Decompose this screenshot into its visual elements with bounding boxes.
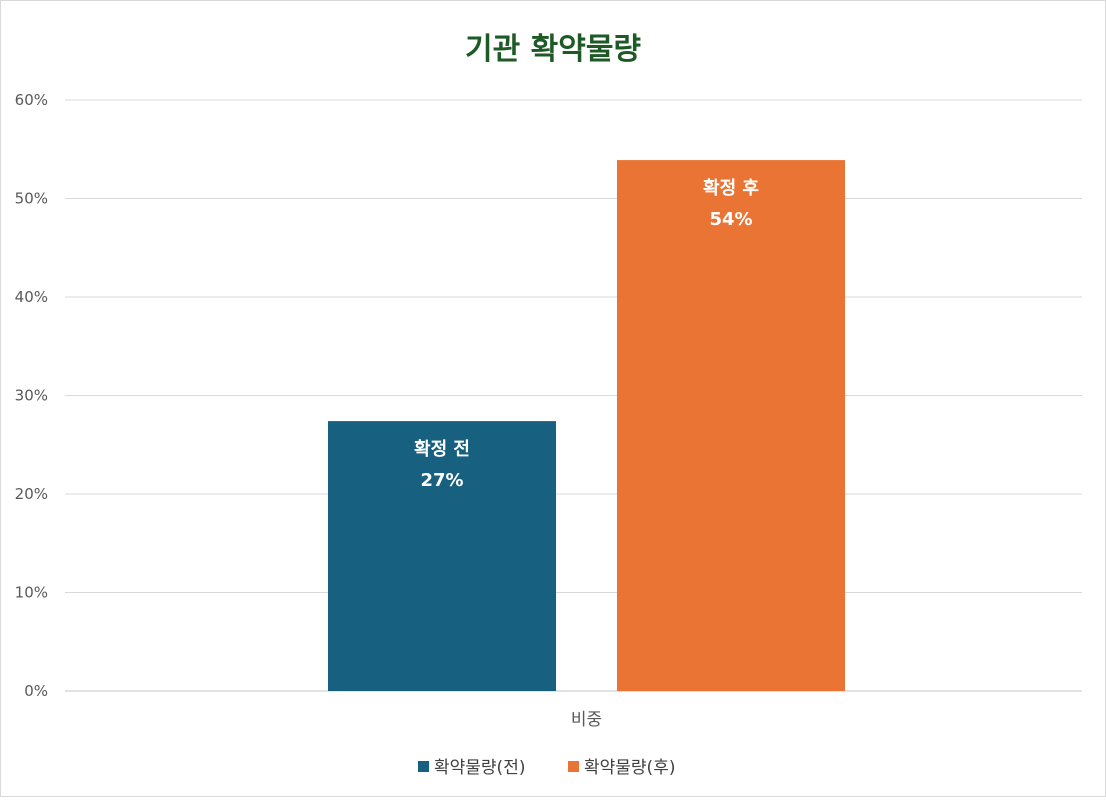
y-tick-label: 0%: [24, 682, 48, 700]
value-label: 54%: [709, 209, 752, 230]
bars: 확정 전 27% 확정 후 54%: [328, 160, 845, 691]
legend-item-1: 확약물량(전): [418, 758, 525, 778]
value-label: 27%: [420, 470, 463, 491]
bar-label: 확정 전: [414, 439, 470, 460]
legend-swatch: [418, 761, 429, 772]
legend-item-2: 확약물량(후): [568, 758, 675, 778]
y-axis-ticks: 0% 10% 20% 30% 40% 50% 60%: [15, 91, 48, 700]
legend-label: 확약물량(후): [584, 758, 675, 778]
legend-label: 확약물량(전): [434, 758, 525, 778]
y-tick-label: 50%: [15, 190, 48, 208]
chart-title: 기관 확약물량: [465, 32, 641, 67]
legend: 확약물량(전) 확약물량(후): [418, 758, 675, 778]
bar-label: 확정 후: [703, 178, 759, 199]
y-tick-label: 20%: [15, 485, 48, 503]
bar-series-2: [617, 160, 845, 691]
gridlines: [65, 99, 1082, 692]
y-tick-label: 60%: [15, 91, 48, 109]
y-tick-label: 40%: [15, 288, 48, 306]
x-category-label: 비중: [571, 710, 602, 730]
legend-swatch: [568, 761, 579, 772]
x-axis-labels: 비중: [571, 710, 602, 730]
bar-series-1: [328, 421, 556, 691]
y-tick-label: 30%: [15, 387, 48, 405]
y-tick-label: 10%: [15, 584, 48, 602]
